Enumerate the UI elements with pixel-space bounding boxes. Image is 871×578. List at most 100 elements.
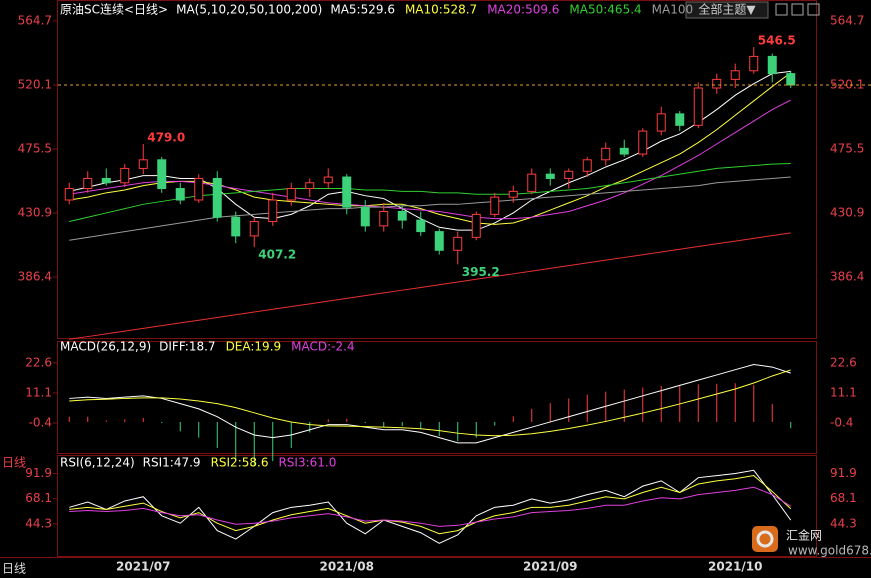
- theme-button[interactable]: [685, 1, 769, 19]
- y-tick-label-right: 22.6: [830, 355, 857, 369]
- legend-entry: MA5:529.6: [330, 3, 395, 17]
- y-tick-label: 11.1: [25, 385, 52, 399]
- y-tick-label-right: 91.9: [830, 466, 857, 480]
- panel-title: MACD(26,12,9): [60, 340, 151, 354]
- y-tick-label-right: 386.4: [830, 269, 864, 283]
- series-line: [69, 176, 791, 241]
- legend-entry: MACD:-2.4: [291, 340, 354, 354]
- candle-body: [582, 159, 592, 172]
- legend-entry: MA10:528.7: [405, 3, 477, 17]
- legend-entry: MA20:509.6: [487, 3, 559, 17]
- y-tick-label-right: 475.5: [830, 142, 864, 156]
- candle-body: [175, 188, 185, 201]
- y-tick-label-right: 430.9: [830, 206, 864, 220]
- theme-button-text[interactable]: 全部主题▼: [698, 2, 756, 17]
- candle-body: [323, 176, 333, 184]
- candle-body: [564, 170, 574, 179]
- y-tick-label: 44.3: [25, 516, 52, 530]
- x-tick-label: 2021/08: [320, 560, 374, 574]
- high-label: 479.0: [147, 131, 185, 145]
- y-tick-label: 564.7: [18, 13, 52, 27]
- toolbar-icons: [775, 3, 820, 16]
- candle-body: [786, 73, 796, 86]
- candle-body: [619, 147, 629, 155]
- frame: [0, 0, 871, 558]
- high-label: 546.5: [758, 34, 796, 48]
- legend-entry: RSI3:61.0: [278, 456, 336, 470]
- bottom-label: 日线: [2, 562, 26, 576]
- y-tick-label: 430.9: [18, 206, 52, 220]
- series-line: [69, 363, 791, 444]
- y-tick-label: 68.1: [25, 491, 52, 505]
- price-frame: [57, 0, 817, 339]
- y-tick-label: 475.5: [18, 142, 52, 156]
- candle-body: [656, 113, 666, 132]
- candle-body: [379, 210, 389, 227]
- candle-body: [212, 177, 222, 218]
- candle-body: [83, 177, 93, 190]
- series-line: [69, 70, 791, 231]
- icon[interactable]: [775, 3, 788, 16]
- series-line: [69, 72, 792, 225]
- candle-body: [231, 216, 241, 237]
- candle-body: [471, 213, 481, 238]
- candle-body: [249, 221, 259, 237]
- candle-body: [675, 113, 685, 126]
- candle-body: [397, 210, 407, 221]
- legend-entry: MA50:465.4: [569, 3, 641, 17]
- y-tick-label: 386.4: [18, 269, 52, 283]
- series-line: [69, 469, 792, 544]
- candle-body: [138, 159, 148, 169]
- y-tick-label-right: 11.1: [830, 385, 857, 399]
- candle-body: [490, 196, 500, 215]
- panel-title: RSI(6,12,24): [60, 456, 135, 470]
- legend-entry: RSI2:58.6: [211, 456, 269, 470]
- candle-body: [601, 147, 611, 161]
- candle-body: [749, 55, 759, 72]
- y-tick-label: 520.1: [18, 77, 52, 91]
- panel-subtitle: MA(5,10,20,50,100,200): [176, 3, 322, 17]
- x-tick-label: 2021/10: [708, 560, 762, 574]
- candle-body: [64, 188, 74, 201]
- candle-body: [434, 231, 444, 251]
- candle-body: [157, 159, 167, 190]
- watermark-logo: [756, 530, 774, 548]
- candle-body: [453, 236, 463, 251]
- candle-body: [360, 206, 370, 227]
- watermark-brand: 汇金网: [786, 528, 822, 543]
- candle-body: [527, 173, 537, 192]
- y-tick-label-right: -0.4: [830, 415, 853, 429]
- y-tick-label-right: 520.1: [830, 77, 864, 91]
- x-tick-label: 2021/07: [116, 560, 170, 574]
- x-tick-label: 2021/09: [523, 560, 577, 574]
- candle-body: [286, 188, 296, 201]
- legend-entry: RSI1:47.9: [143, 456, 201, 470]
- candle-body: [101, 177, 111, 184]
- candle-body: [268, 199, 278, 223]
- macd-frame: [57, 341, 817, 454]
- watermark-logo: [752, 526, 778, 552]
- icon[interactable]: [791, 3, 804, 16]
- low-label: 407.2: [258, 248, 296, 262]
- series-line: [69, 486, 792, 527]
- series-line: [69, 163, 791, 223]
- watermark-url: www.gold678.com: [788, 544, 871, 558]
- y-tick-label-right: 68.1: [830, 491, 857, 505]
- candle-body: [730, 70, 740, 80]
- side-label: 日线: [2, 456, 26, 470]
- candle-body: [767, 55, 777, 75]
- series-line: [69, 232, 791, 340]
- icon[interactable]: [807, 3, 820, 16]
- watermark: 汇金网 www.gold678.com: [752, 526, 871, 558]
- series-line: [69, 369, 791, 437]
- candle-body: [120, 167, 130, 184]
- legend-entry: DIFF:18.7: [159, 340, 215, 354]
- candle-body: [305, 182, 315, 190]
- candle-body: [194, 177, 204, 201]
- candle-body: [693, 87, 703, 126]
- y-tick-label-right: 44.3: [830, 516, 857, 530]
- candle-body: [342, 176, 352, 208]
- y-tick-label-right: 564.7: [830, 13, 864, 27]
- legend-entry: DEA:19.9: [226, 340, 282, 354]
